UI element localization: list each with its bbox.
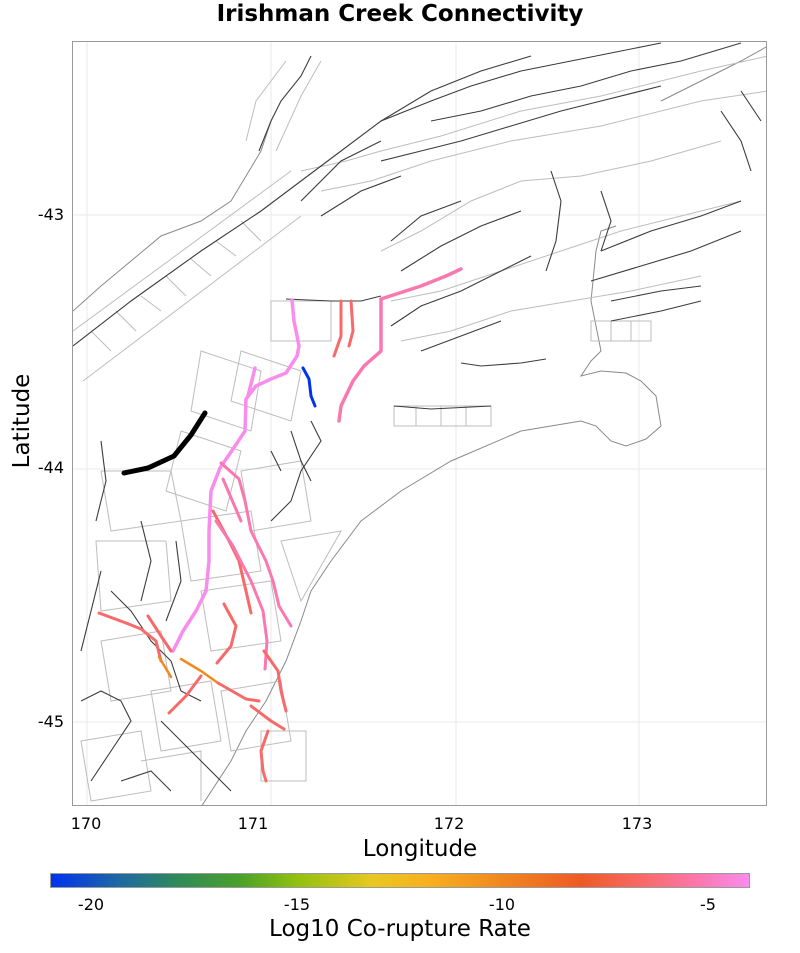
y-tick-label: -45	[37, 712, 64, 731]
colorbar-tick-label: -15	[283, 895, 311, 914]
x-axis-label: Longitude	[362, 836, 478, 862]
colorbar-tick-label: -5	[700, 895, 716, 914]
chart-title: Irishman Creek Connectivity	[216, 1, 584, 27]
map-plot-area	[72, 41, 767, 806]
gridlines	[73, 42, 766, 805]
co-rupture-faults	[97, 267, 463, 783]
x-tick-label: 170	[70, 814, 102, 833]
colorbar-tick-label: -20	[77, 895, 105, 914]
y-tick-label: -44	[37, 458, 64, 477]
colorbar-tick-label: -10	[488, 895, 516, 914]
fault-map	[73, 42, 766, 805]
fault-section-mesh	[73, 55, 766, 802]
source-fault-irishman-creek	[121, 410, 208, 476]
y-tick-label: -43	[37, 205, 64, 224]
x-tick-label: 171	[237, 814, 269, 833]
low-rate-fault	[301, 366, 317, 408]
colorbar-label: Log10 Co-rupture Rate	[269, 916, 531, 942]
colorbar	[50, 873, 750, 888]
x-tick-label: 172	[433, 814, 465, 833]
coastline	[73, 46, 766, 805]
fault-traces	[73, 42, 762, 792]
x-tick-label: 173	[621, 814, 653, 833]
